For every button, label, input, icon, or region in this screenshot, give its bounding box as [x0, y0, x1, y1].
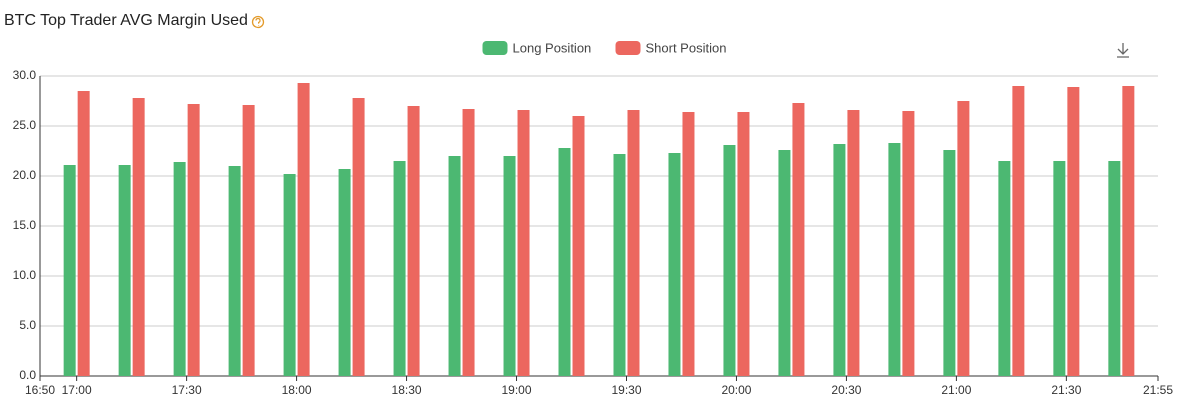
y-tick-label: 20.0	[13, 168, 37, 182]
x-tick-label: 20:00	[721, 383, 751, 397]
y-tick-label: 15.0	[13, 218, 37, 232]
bar	[572, 116, 585, 376]
bar	[613, 154, 626, 376]
bar	[1122, 86, 1135, 376]
help-mark	[255, 17, 261, 26]
bar	[173, 162, 186, 376]
legend-label: Long Position	[513, 40, 592, 55]
bar	[352, 98, 365, 376]
y-tick-label: 5.0	[19, 318, 36, 332]
bar	[462, 109, 475, 376]
x-tick-label: 21:55	[1143, 383, 1173, 397]
bar	[998, 161, 1011, 376]
download-arrow	[1117, 43, 1129, 58]
x-tick-label: 17:30	[172, 383, 202, 397]
bar	[668, 153, 681, 376]
bar	[1012, 86, 1025, 376]
bar	[888, 143, 901, 376]
legend-swatch	[482, 41, 508, 55]
chart-title: BTC Top Trader AVG Margin Used	[4, 12, 248, 29]
bar	[448, 156, 461, 376]
bar	[682, 112, 695, 376]
bar	[778, 150, 791, 376]
bar	[1108, 161, 1121, 376]
bar	[297, 83, 310, 376]
x-tick-label: 21:30	[1051, 383, 1081, 397]
bar	[407, 106, 420, 376]
bar	[1053, 161, 1066, 376]
x-tick-label: 20:30	[831, 383, 861, 397]
bar	[228, 166, 241, 376]
bar	[517, 110, 530, 376]
bar	[957, 101, 970, 376]
download-icon[interactable]	[1117, 43, 1129, 58]
bar	[283, 174, 296, 376]
y-tick-label: 30.0	[13, 68, 37, 82]
x-tick-label: 18:00	[282, 383, 312, 397]
x-tick-label: 21:00	[941, 383, 971, 397]
bar	[77, 91, 90, 376]
x-tick-label: 19:30	[611, 383, 641, 397]
bar	[902, 111, 915, 376]
bar	[187, 104, 200, 376]
y-tick-label: 25.0	[13, 118, 37, 132]
help-icon[interactable]	[251, 15, 265, 29]
bar	[833, 144, 846, 376]
bar	[792, 103, 805, 376]
legend-label: Short Position	[646, 40, 727, 55]
legend-swatch	[615, 41, 641, 55]
bar	[132, 98, 145, 376]
bar	[723, 145, 736, 376]
x-tick-label: 18:30	[392, 383, 422, 397]
bar	[63, 165, 76, 376]
bar	[393, 161, 406, 376]
y-tick-label: 10.0	[13, 268, 37, 282]
bar	[242, 105, 255, 376]
bar	[338, 169, 351, 376]
bar	[943, 150, 956, 376]
help-circle	[251, 15, 265, 29]
bar	[1067, 87, 1080, 376]
bar	[627, 110, 640, 376]
bar	[558, 148, 571, 376]
bar	[503, 156, 516, 376]
x-tick-label: 19:00	[502, 383, 532, 397]
x-tick-label: 17:00	[62, 383, 92, 397]
bar	[847, 110, 860, 376]
bar	[737, 112, 750, 376]
bar	[118, 165, 131, 376]
x-tick-label: 16:50	[25, 383, 55, 397]
y-tick-label: 0.0	[19, 368, 36, 382]
